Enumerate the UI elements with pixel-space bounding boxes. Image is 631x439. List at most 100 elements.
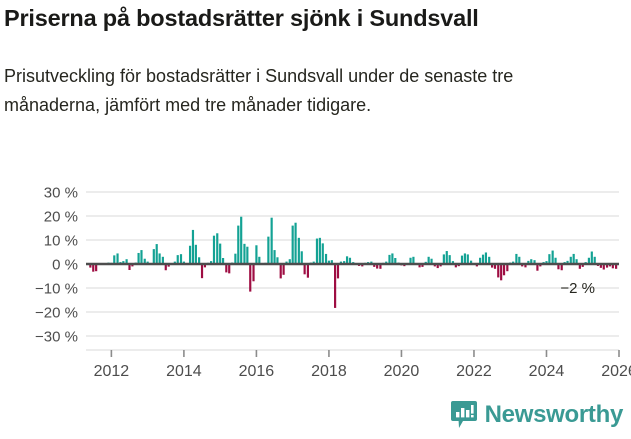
chart-bar xyxy=(590,251,593,264)
newsworthy-logo[interactable]: Newsworthy xyxy=(450,399,623,431)
chart-bar xyxy=(267,236,270,264)
page-title: Priserna på bostadsrätter sjönk i Sundsv… xyxy=(4,5,479,31)
chart-bar xyxy=(140,250,143,264)
chart-bar xyxy=(412,256,415,264)
chart-bar xyxy=(288,259,291,264)
chart-bar xyxy=(249,264,252,292)
chart-bar xyxy=(324,253,328,264)
chart-bar xyxy=(113,255,116,264)
chart-bar xyxy=(527,260,530,264)
chart-bar xyxy=(460,255,464,264)
chart-bar xyxy=(336,264,340,279)
chart-bar xyxy=(237,225,240,264)
chart-bar xyxy=(161,256,164,264)
x-tick-label: 2016 xyxy=(239,363,275,380)
chart-bar xyxy=(179,254,183,264)
chart-bar xyxy=(327,260,331,264)
y-tick-label: 10 % xyxy=(44,233,78,250)
chart-bar xyxy=(143,258,146,264)
chart-bar xyxy=(539,264,542,267)
bar-chart-svg: 30 %20 %10 %0 %−10 %−20 %−30 % 2012 2014 2… xyxy=(35,185,631,381)
chart-bar xyxy=(379,264,382,269)
chart-bar xyxy=(258,256,261,264)
chart-bar xyxy=(158,253,161,264)
chart-bar xyxy=(602,264,605,270)
chart-bar xyxy=(463,253,466,264)
chart-bar xyxy=(475,264,478,267)
chart-gridlines xyxy=(86,191,619,337)
chart-bar xyxy=(246,246,249,264)
chart-bar xyxy=(421,264,424,267)
x-tick-label: 2020 xyxy=(384,363,420,380)
chart-bar xyxy=(442,254,445,264)
chart-bar xyxy=(439,264,442,267)
x-tick-label: 2026 xyxy=(601,363,631,380)
chart-bar xyxy=(605,264,609,268)
chart-bar xyxy=(116,253,119,264)
chart-bar xyxy=(273,250,276,264)
chart-bar xyxy=(297,237,300,264)
chart-bar xyxy=(255,245,258,264)
chart-bar xyxy=(530,259,533,264)
chart-bar xyxy=(418,264,421,268)
chart-bar xyxy=(533,260,536,264)
chart-bar xyxy=(146,261,149,264)
chart-bar xyxy=(587,257,590,264)
x-tick-label: 2022 xyxy=(456,363,492,380)
chart-bar xyxy=(291,225,294,264)
chart-bar xyxy=(545,261,548,264)
chart-bar xyxy=(198,257,201,264)
y-tick-label: −10 % xyxy=(35,281,78,298)
chart-bar xyxy=(581,264,584,267)
chart-bar xyxy=(391,253,394,264)
chart-bar xyxy=(167,264,170,267)
chart-bar xyxy=(200,264,204,279)
chart-bar xyxy=(188,245,192,264)
chart-bar xyxy=(312,261,315,264)
y-tick-label: −30 % xyxy=(35,329,78,346)
chart-bar xyxy=(436,264,439,269)
newsworthy-logo-text: Newsworthy xyxy=(484,401,624,428)
chart-bar xyxy=(593,256,596,264)
chart-bar xyxy=(554,257,557,264)
chart-bar xyxy=(615,264,618,269)
chart-bar xyxy=(182,261,185,264)
chart-bar xyxy=(173,261,176,264)
chart-bar xyxy=(569,256,572,264)
chart-bar xyxy=(92,264,95,272)
chart-bar xyxy=(125,259,128,264)
chart-bar xyxy=(608,264,612,267)
chart-bar xyxy=(285,261,288,264)
chart-bar xyxy=(348,257,352,264)
chart-bar xyxy=(479,257,482,264)
chart-y-tick-labels: 30 % 20 % 10 % 0 % −10 % −20 % −30 % xyxy=(35,185,78,346)
y-tick-label: −20 % xyxy=(35,305,78,322)
chart-bar xyxy=(506,264,509,272)
chart-bars xyxy=(86,216,618,308)
chart-bar xyxy=(210,261,213,264)
chart-bar xyxy=(89,264,92,268)
chart-bar xyxy=(469,260,473,264)
chart-bar xyxy=(276,257,279,264)
chart-bar xyxy=(548,254,551,264)
chart-bar xyxy=(294,222,297,264)
chart-bar xyxy=(575,259,578,264)
chart-bar xyxy=(445,251,448,264)
chart-bar xyxy=(433,264,436,267)
chart-bar xyxy=(164,264,167,271)
x-tick-label: 2014 xyxy=(166,363,202,380)
chart-bar xyxy=(279,264,282,279)
chart-bar xyxy=(315,238,319,264)
chart-bar xyxy=(152,249,155,264)
chart-bar xyxy=(361,264,364,267)
chart-plot-area: 30 % 20 % 10 % 0 % −10 % −20 % −30 % 2012 2014 2… xyxy=(0,180,631,385)
chart-bar xyxy=(512,261,515,264)
chart-bar xyxy=(306,264,309,278)
chart-bar xyxy=(536,264,539,271)
chart-bar xyxy=(427,256,430,264)
y-tick-label: 0 % xyxy=(52,257,78,274)
chart-bar xyxy=(318,237,321,264)
chart-bar xyxy=(373,264,376,267)
chart-bar xyxy=(551,250,554,264)
chart-subtitle: Prisutveckling för bostadsrätter i Sunds… xyxy=(4,66,514,115)
